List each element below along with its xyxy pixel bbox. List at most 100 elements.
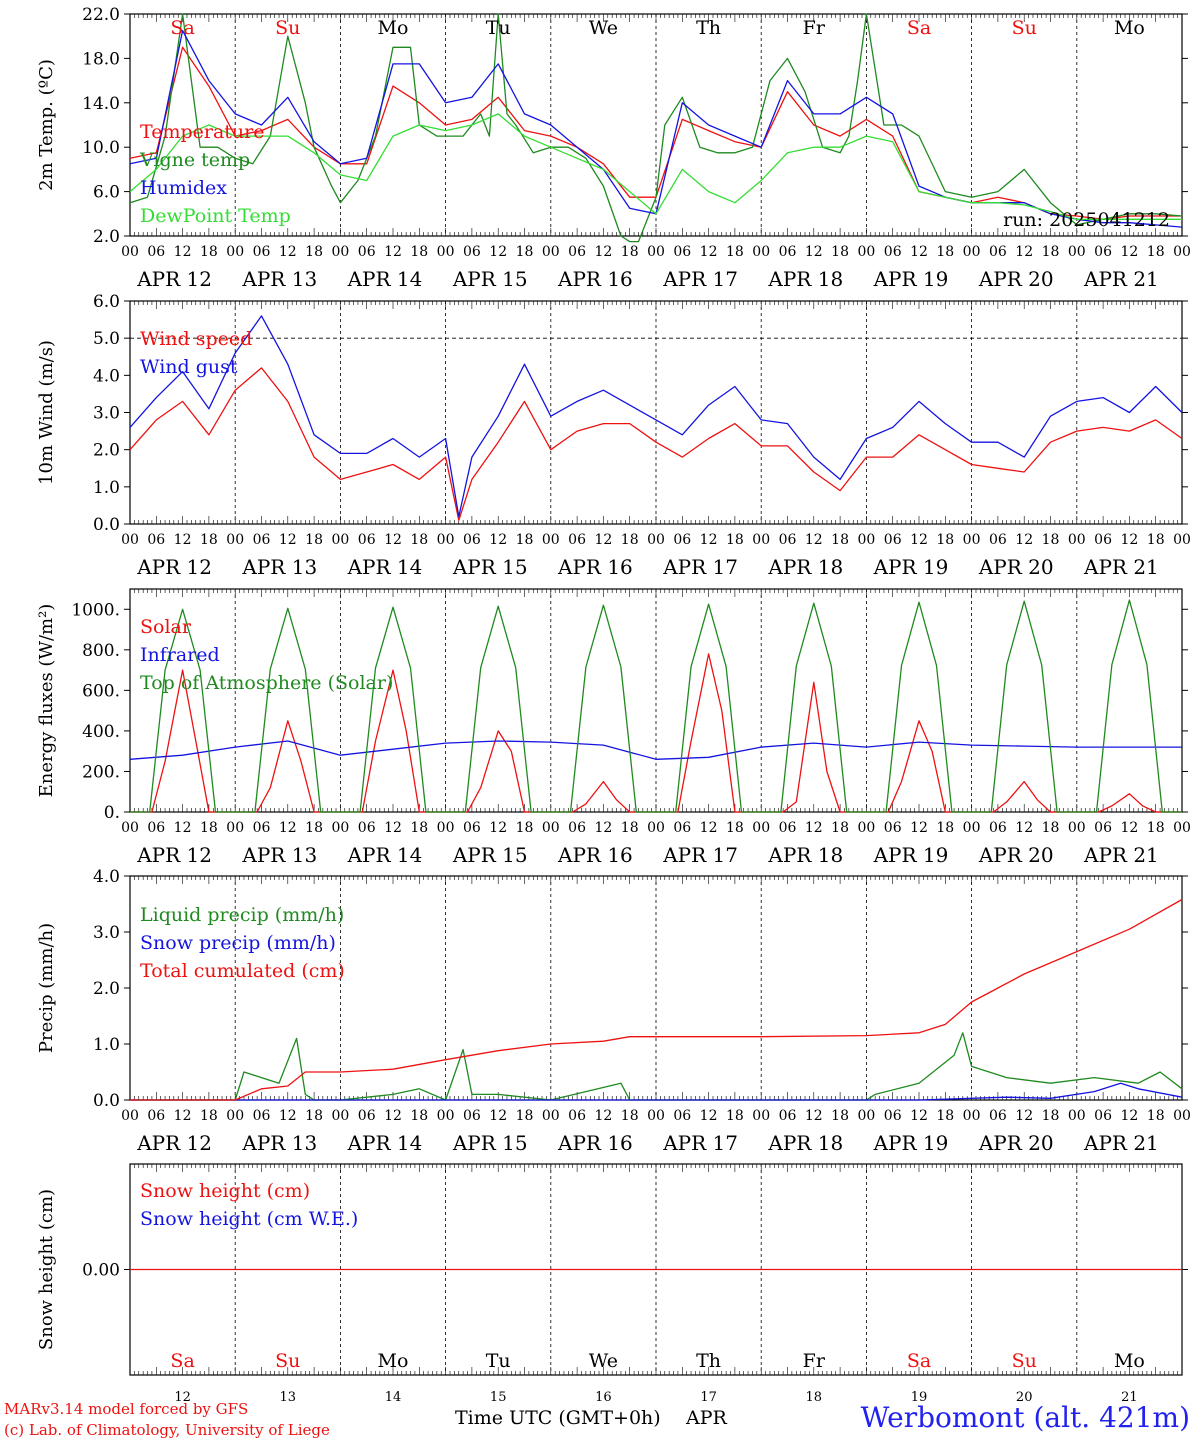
hour-tick-label: 12	[594, 532, 612, 548]
hour-tick-label: 18	[936, 1108, 954, 1124]
hour-tick-label: 12	[805, 244, 823, 260]
hour-tick-label: 00	[437, 820, 455, 836]
date-label: APR 16	[557, 267, 633, 291]
y-tick-label: 5.0	[93, 329, 120, 349]
hour-tick-label: 12	[384, 1108, 402, 1124]
hour-tick-label: 00	[857, 244, 875, 260]
series-line-liquid-precip-mm-h-	[130, 1032, 1183, 1101]
date-label: APR 12	[136, 555, 212, 579]
hour-tick-label: 00	[1173, 532, 1191, 548]
date-label: APR 19	[873, 1131, 949, 1155]
hour-tick-label: 18	[305, 820, 323, 836]
day-name: Su	[1012, 17, 1037, 39]
hour-tick-label: 00	[1173, 1108, 1191, 1124]
hour-tick-label: 18	[305, 532, 323, 548]
hour-tick-label: 00	[647, 244, 665, 260]
hour-tick-label: 00	[752, 244, 770, 260]
legend-entry: Humidex	[140, 177, 227, 199]
hour-tick-label: 06	[358, 532, 376, 548]
day-name: We	[589, 17, 618, 39]
hour-tick-label: 00	[331, 1108, 349, 1124]
hour-tick-label: 00	[647, 532, 665, 548]
hour-tick-label: 18	[410, 820, 428, 836]
date-label: APR 15	[452, 555, 528, 579]
y-tick-label: 6.0	[93, 183, 120, 203]
day-number: 16	[595, 1390, 612, 1405]
date-label: APR 19	[873, 843, 949, 867]
hour-tick-label: 18	[621, 820, 639, 836]
hour-tick-label: 12	[700, 532, 718, 548]
hour-tick-label: 00	[226, 820, 244, 836]
snow-panel: 0.00 Snow height (cm) Snow height (cm) Snow…	[36, 1163, 1188, 1376]
bottom-day-labels: Sa Su Mo Tu We Th Fr Sa Su Mo 12 13 14 15 16 17 18 19 20 21	[170, 1350, 1144, 1405]
hour-tick-label: 00	[437, 532, 455, 548]
hour-tick-label: 00	[1173, 244, 1191, 260]
legend-entry: Snow precip (mm/h)	[140, 932, 336, 954]
series-line-infrared	[129, 740, 1182, 760]
legend-entry: Total cumulated (cm)	[140, 960, 345, 982]
hour-tick-label: 18	[831, 532, 849, 548]
legend-entry: Wind gust	[140, 356, 238, 378]
y-tick-label: 22.0	[82, 5, 120, 25]
hour-tick-label: 12	[489, 244, 507, 260]
hour-tick-label: 06	[463, 244, 481, 260]
hour-tick-label: 12	[1120, 1108, 1138, 1124]
energy-panel: 1000. 800. 600. 400. 200. 0. Energy fluxes (W/…	[36, 588, 1191, 867]
date-label: APR 14	[347, 267, 423, 291]
date-label: APR 15	[452, 267, 528, 291]
hour-tick-label: 00	[647, 1108, 665, 1124]
x-axis-label: Time UTC (GMT+0h)	[455, 1407, 661, 1429]
energy-frame	[129, 588, 1183, 813]
hour-tick-label: 06	[779, 244, 797, 260]
date-label: APR 13	[241, 267, 317, 291]
hour-tick-label: 12	[910, 820, 928, 836]
day-name: Su	[1012, 1350, 1037, 1372]
hour-tick-label: 12	[489, 820, 507, 836]
hour-tick-label: 06	[253, 244, 271, 260]
date-label: APR 17	[662, 267, 738, 291]
series-line-dewpoint-temp	[129, 113, 1182, 220]
day-number: 18	[806, 1390, 823, 1405]
hour-tick-label: 06	[1094, 532, 1112, 548]
hour-tick-label: 00	[857, 532, 875, 548]
hour-tick-label: 18	[1147, 244, 1165, 260]
hour-tick-label: 00	[121, 820, 139, 836]
date-label: APR 17	[662, 843, 738, 867]
x-axis-month: APR	[685, 1407, 728, 1429]
date-label: APR 12	[136, 1131, 212, 1155]
legend-entry: Liquid precip (mm/h)	[140, 904, 344, 926]
hour-tick-label: 06	[568, 1108, 586, 1124]
precip-panel: 4.0 3.0 2.0 1.0 0.0 Precip (mm/h) Liquid preci…	[36, 867, 1191, 1155]
hour-tick-label: 12	[700, 820, 718, 836]
hour-tick-label: 18	[831, 1108, 849, 1124]
hour-tick-label: 18	[831, 820, 849, 836]
y-axis-label: Precip (mm/h)	[36, 923, 57, 1053]
hour-tick-label: 18	[1147, 820, 1165, 836]
hour-tick-label: 06	[463, 820, 481, 836]
date-label: APR 21	[1083, 1131, 1159, 1155]
run-annotation: run: 2025041212	[1003, 209, 1170, 231]
hour-tick-label: 18	[1042, 820, 1060, 836]
hour-tick-label: 12	[594, 244, 612, 260]
hour-tick-label: 12	[910, 1108, 928, 1124]
hour-tick-label: 18	[936, 820, 954, 836]
hour-tick-label: 18	[516, 820, 534, 836]
hour-tick-label: 06	[1094, 1108, 1112, 1124]
hour-tick-label: 00	[437, 244, 455, 260]
legend-entry: Snow height (cm)	[140, 1180, 310, 1202]
day-number: 21	[1121, 1390, 1138, 1405]
date-label: APR 12	[136, 267, 212, 291]
hour-tick-label: 06	[989, 532, 1007, 548]
date-label: APR 20	[978, 843, 1054, 867]
hour-tick-label: 00	[121, 1108, 139, 1124]
hour-tick-label: 12	[279, 1108, 297, 1124]
temp-panel: 22.0 18.0 14.0 10.0 6.0 2.0 2m Temp. (ºC) Tempe…	[36, 5, 1191, 291]
date-label: APR 15	[452, 843, 528, 867]
date-label: APR 20	[978, 555, 1054, 579]
date-label: APR 16	[557, 1131, 633, 1155]
y-tick-label: 2.0	[93, 979, 120, 999]
y-tick-label: 3.0	[93, 923, 120, 943]
series-line-total-cumulated-cm-	[130, 898, 1183, 1101]
hour-tick-label: 18	[621, 532, 639, 548]
